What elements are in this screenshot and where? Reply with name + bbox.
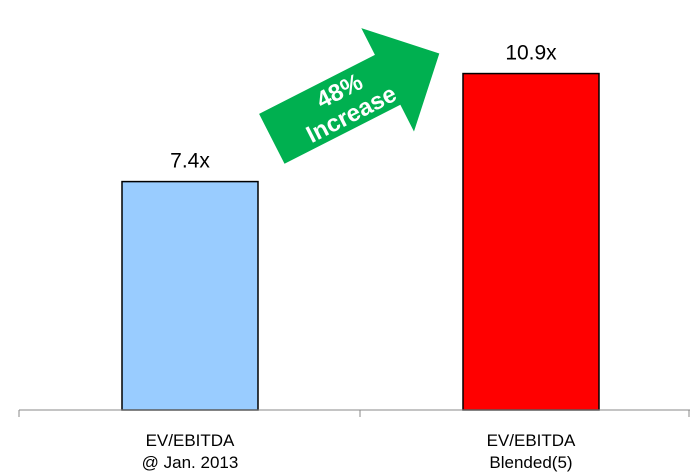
increase-arrow: 48% Increase	[259, 28, 440, 164]
bar-1-value-label: 7.4x	[170, 150, 210, 173]
bar-2	[462, 72, 600, 411]
bar-2-value-label: 10.9x	[505, 42, 557, 65]
x-axis	[18, 409, 690, 417]
increase-arrow-shape	[259, 28, 440, 164]
category-2-label-line-2: Blended(5)	[489, 453, 572, 472]
category-1-label-line-1: EV/EBITDA	[146, 431, 235, 450]
category-1-label-line-2: @ Jan. 2013	[142, 453, 239, 472]
category-2-label-line-1: EV/EBITDA	[487, 431, 576, 450]
bar-1	[121, 180, 259, 411]
category-labels-group: EV/EBITDA @ Jan. 2013 EV/EBITDA Blended(5)	[142, 431, 576, 472]
value-labels-group: 7.4x 10.9x	[170, 42, 557, 173]
bars-group	[121, 72, 600, 411]
